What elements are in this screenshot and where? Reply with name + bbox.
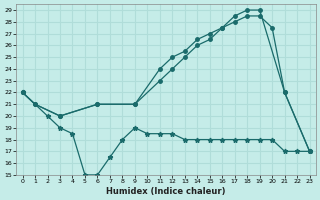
X-axis label: Humidex (Indice chaleur): Humidex (Indice chaleur) [106,187,226,196]
